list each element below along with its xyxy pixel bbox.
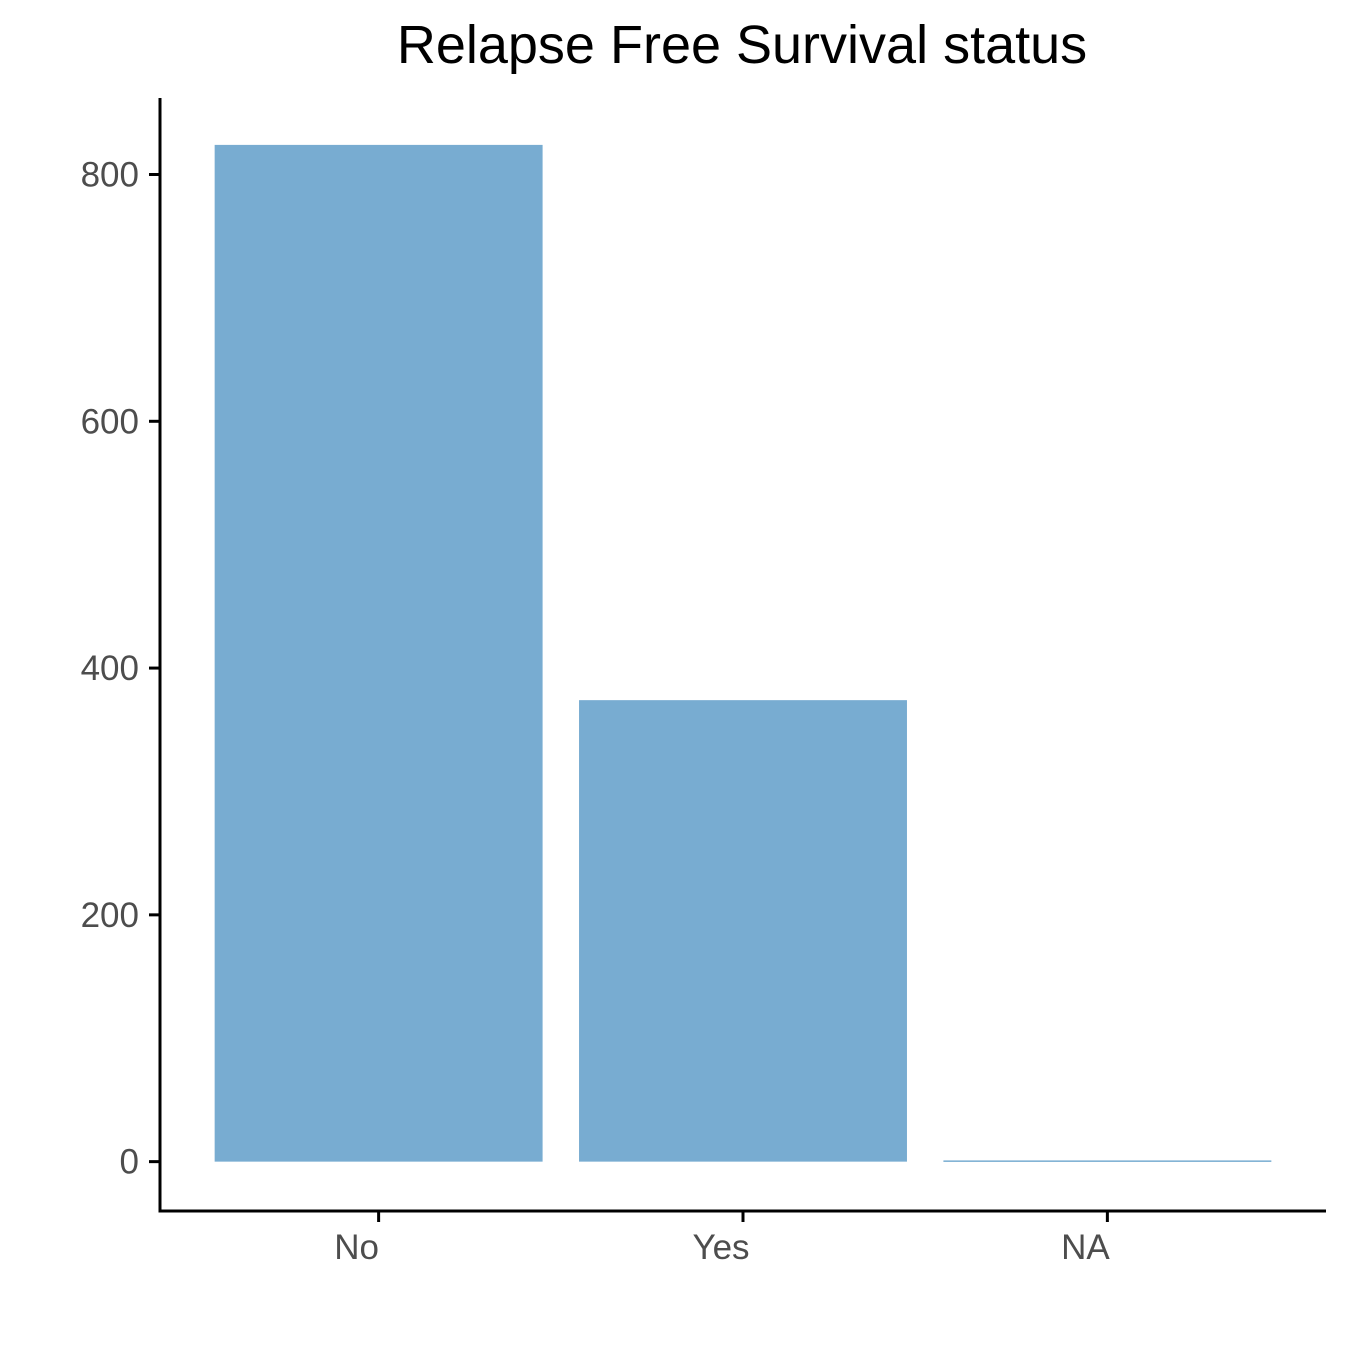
bar-na: [943, 1160, 1272, 1162]
x-tick-label: Yes: [692, 1228, 749, 1267]
y-tick-label: 200: [81, 896, 139, 935]
y-tick-label: 600: [81, 402, 139, 441]
x-tick-label: NA: [1061, 1228, 1110, 1267]
chart-title: Relapse Free Survival status: [397, 15, 1087, 75]
bars-layer: [214, 144, 1272, 1162]
y-tick-label: 400: [81, 649, 139, 688]
bar-yes: [579, 700, 907, 1162]
y-axis: 0 200 400 600 800: [81, 98, 162, 1213]
x-axis: No Yes NA: [158, 1209, 1326, 1267]
x-tick-label: No: [334, 1228, 379, 1267]
bar-no: [214, 144, 543, 1162]
y-tick-label: 0: [120, 1143, 139, 1182]
y-tick-label: 800: [81, 156, 139, 195]
